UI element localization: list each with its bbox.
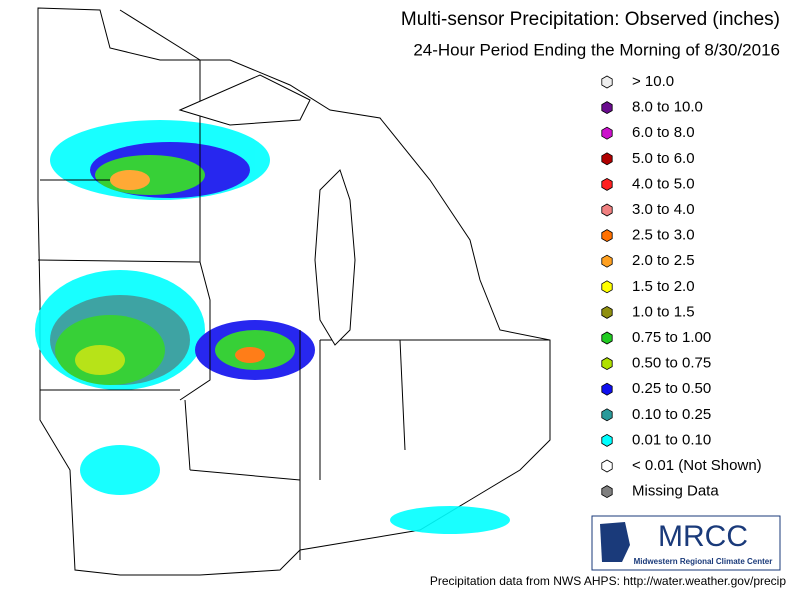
legend-label: 3.0 to 4.0 xyxy=(632,201,695,218)
legend-label: 5.0 to 6.0 xyxy=(632,150,695,167)
legend-label: 2.5 to 3.0 xyxy=(632,227,695,244)
legend-swatch xyxy=(601,126,613,140)
legend-label: 8.0 to 10.0 xyxy=(632,99,703,116)
legend-swatch xyxy=(601,485,613,499)
legend-swatch xyxy=(601,101,613,115)
legend-swatch xyxy=(601,254,613,268)
legend-swatch xyxy=(601,382,613,396)
legend-swatch xyxy=(601,229,613,243)
state-line xyxy=(37,9,550,560)
precip-areas xyxy=(35,120,510,534)
legend-swatch xyxy=(601,408,613,422)
legend-swatch xyxy=(601,331,613,345)
legend-swatch xyxy=(601,75,613,89)
legend-label: Missing Data xyxy=(632,483,719,500)
legend-swatch xyxy=(601,203,613,217)
subtitle: 24-Hour Period Ending the Morning of 8/3… xyxy=(413,40,780,59)
legend-label: 4.0 to 5.0 xyxy=(632,175,695,192)
logo-icon xyxy=(600,522,630,562)
legend-swatch xyxy=(601,305,613,319)
legend-label: 1.0 to 1.5 xyxy=(632,303,695,320)
legend-swatch xyxy=(601,357,613,371)
legend-label: < 0.01 (Not Shown) xyxy=(632,457,762,474)
legend-label: 0.75 to 1.00 xyxy=(632,329,711,346)
legend: > 10.0 8.0 to 10.0 6.0 to 8.0 5.0 to 6.0 4.0… xyxy=(601,73,762,500)
legend-label: 0.10 to 0.25 xyxy=(632,406,711,423)
legend-label: 0.25 to 0.50 xyxy=(632,380,711,397)
region-map xyxy=(35,7,551,576)
legend-swatch xyxy=(601,177,613,191)
legend-label: 0.50 to 0.75 xyxy=(632,355,711,372)
legend-swatch xyxy=(601,280,613,294)
legend-swatch xyxy=(601,459,613,473)
legend-label: 2.0 to 2.5 xyxy=(632,252,695,269)
lake-superior xyxy=(178,74,311,126)
logo-full-name: Midwestern Regional Climate Center xyxy=(634,557,773,566)
legend-label: 1.5 to 2.0 xyxy=(632,278,695,295)
legend-label: > 10.0 xyxy=(632,73,674,90)
logo: MRCC Midwestern Regional Climate Center xyxy=(591,515,781,571)
lake-michigan xyxy=(314,169,356,346)
legend-swatch xyxy=(601,152,613,166)
legend-label: 0.01 to 0.10 xyxy=(632,431,711,448)
legend-label: 6.0 to 8.0 xyxy=(632,124,695,141)
logo-name: MRCC xyxy=(658,520,748,553)
legend-swatch xyxy=(601,433,613,447)
title: Multi-sensor Precipitation: Observed (in… xyxy=(401,9,780,30)
footer: Precipitation data from NWS AHPS: http:/… xyxy=(430,574,786,588)
